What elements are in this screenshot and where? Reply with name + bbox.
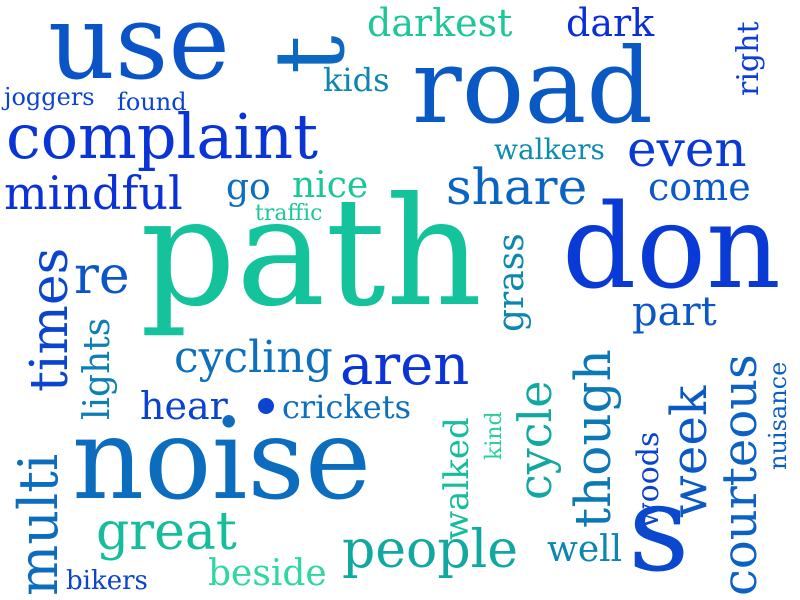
word-don: don [562, 180, 781, 315]
word-traffic: traffic [255, 201, 323, 226]
word-courteous: courteous [712, 354, 768, 596]
word-hear: hear [140, 384, 228, 428]
word-even: even [627, 120, 747, 178]
word-mindful: mindful [4, 166, 183, 220]
word-times: times [20, 247, 80, 392]
word-share: share [446, 158, 588, 216]
word-path: path [140, 166, 483, 340]
bullet-dot-icon [258, 398, 274, 414]
word-go: go [226, 167, 271, 208]
word-nuisance: nuisance [764, 361, 792, 470]
word-though: though [564, 349, 622, 528]
word-grass: grass [491, 233, 532, 332]
word-right: right [731, 21, 766, 96]
word-people: people [342, 520, 519, 580]
word-great: great [96, 502, 237, 562]
word-cycling: cycling [174, 332, 333, 383]
word-beside: beside [208, 553, 327, 594]
word-found: found [117, 88, 187, 116]
word-dark: dark [566, 1, 655, 45]
word-darkest: darkest [367, 1, 513, 45]
word-well: well [547, 529, 623, 570]
word-nice: nice [292, 165, 369, 206]
word-crickets: crickets [282, 388, 411, 426]
word-kids: kids [323, 61, 390, 99]
word-re: re [74, 246, 130, 306]
word-part: part [632, 289, 717, 335]
word-aren: aren [340, 333, 470, 398]
word-road: road [412, 25, 653, 147]
word-bikers: bikers [66, 566, 148, 596]
word-come: come [648, 165, 751, 209]
word-s: s [628, 460, 690, 599]
word-kind: kind [482, 411, 507, 460]
word-walkers: walkers [494, 133, 605, 166]
word-cycle: cycle [508, 380, 562, 500]
word-complaint: complaint [6, 100, 318, 173]
word-joggers: joggers [4, 83, 95, 111]
word-multi: multi [7, 453, 70, 596]
word-use: use [48, 0, 230, 103]
word-noise: noise [72, 395, 372, 525]
